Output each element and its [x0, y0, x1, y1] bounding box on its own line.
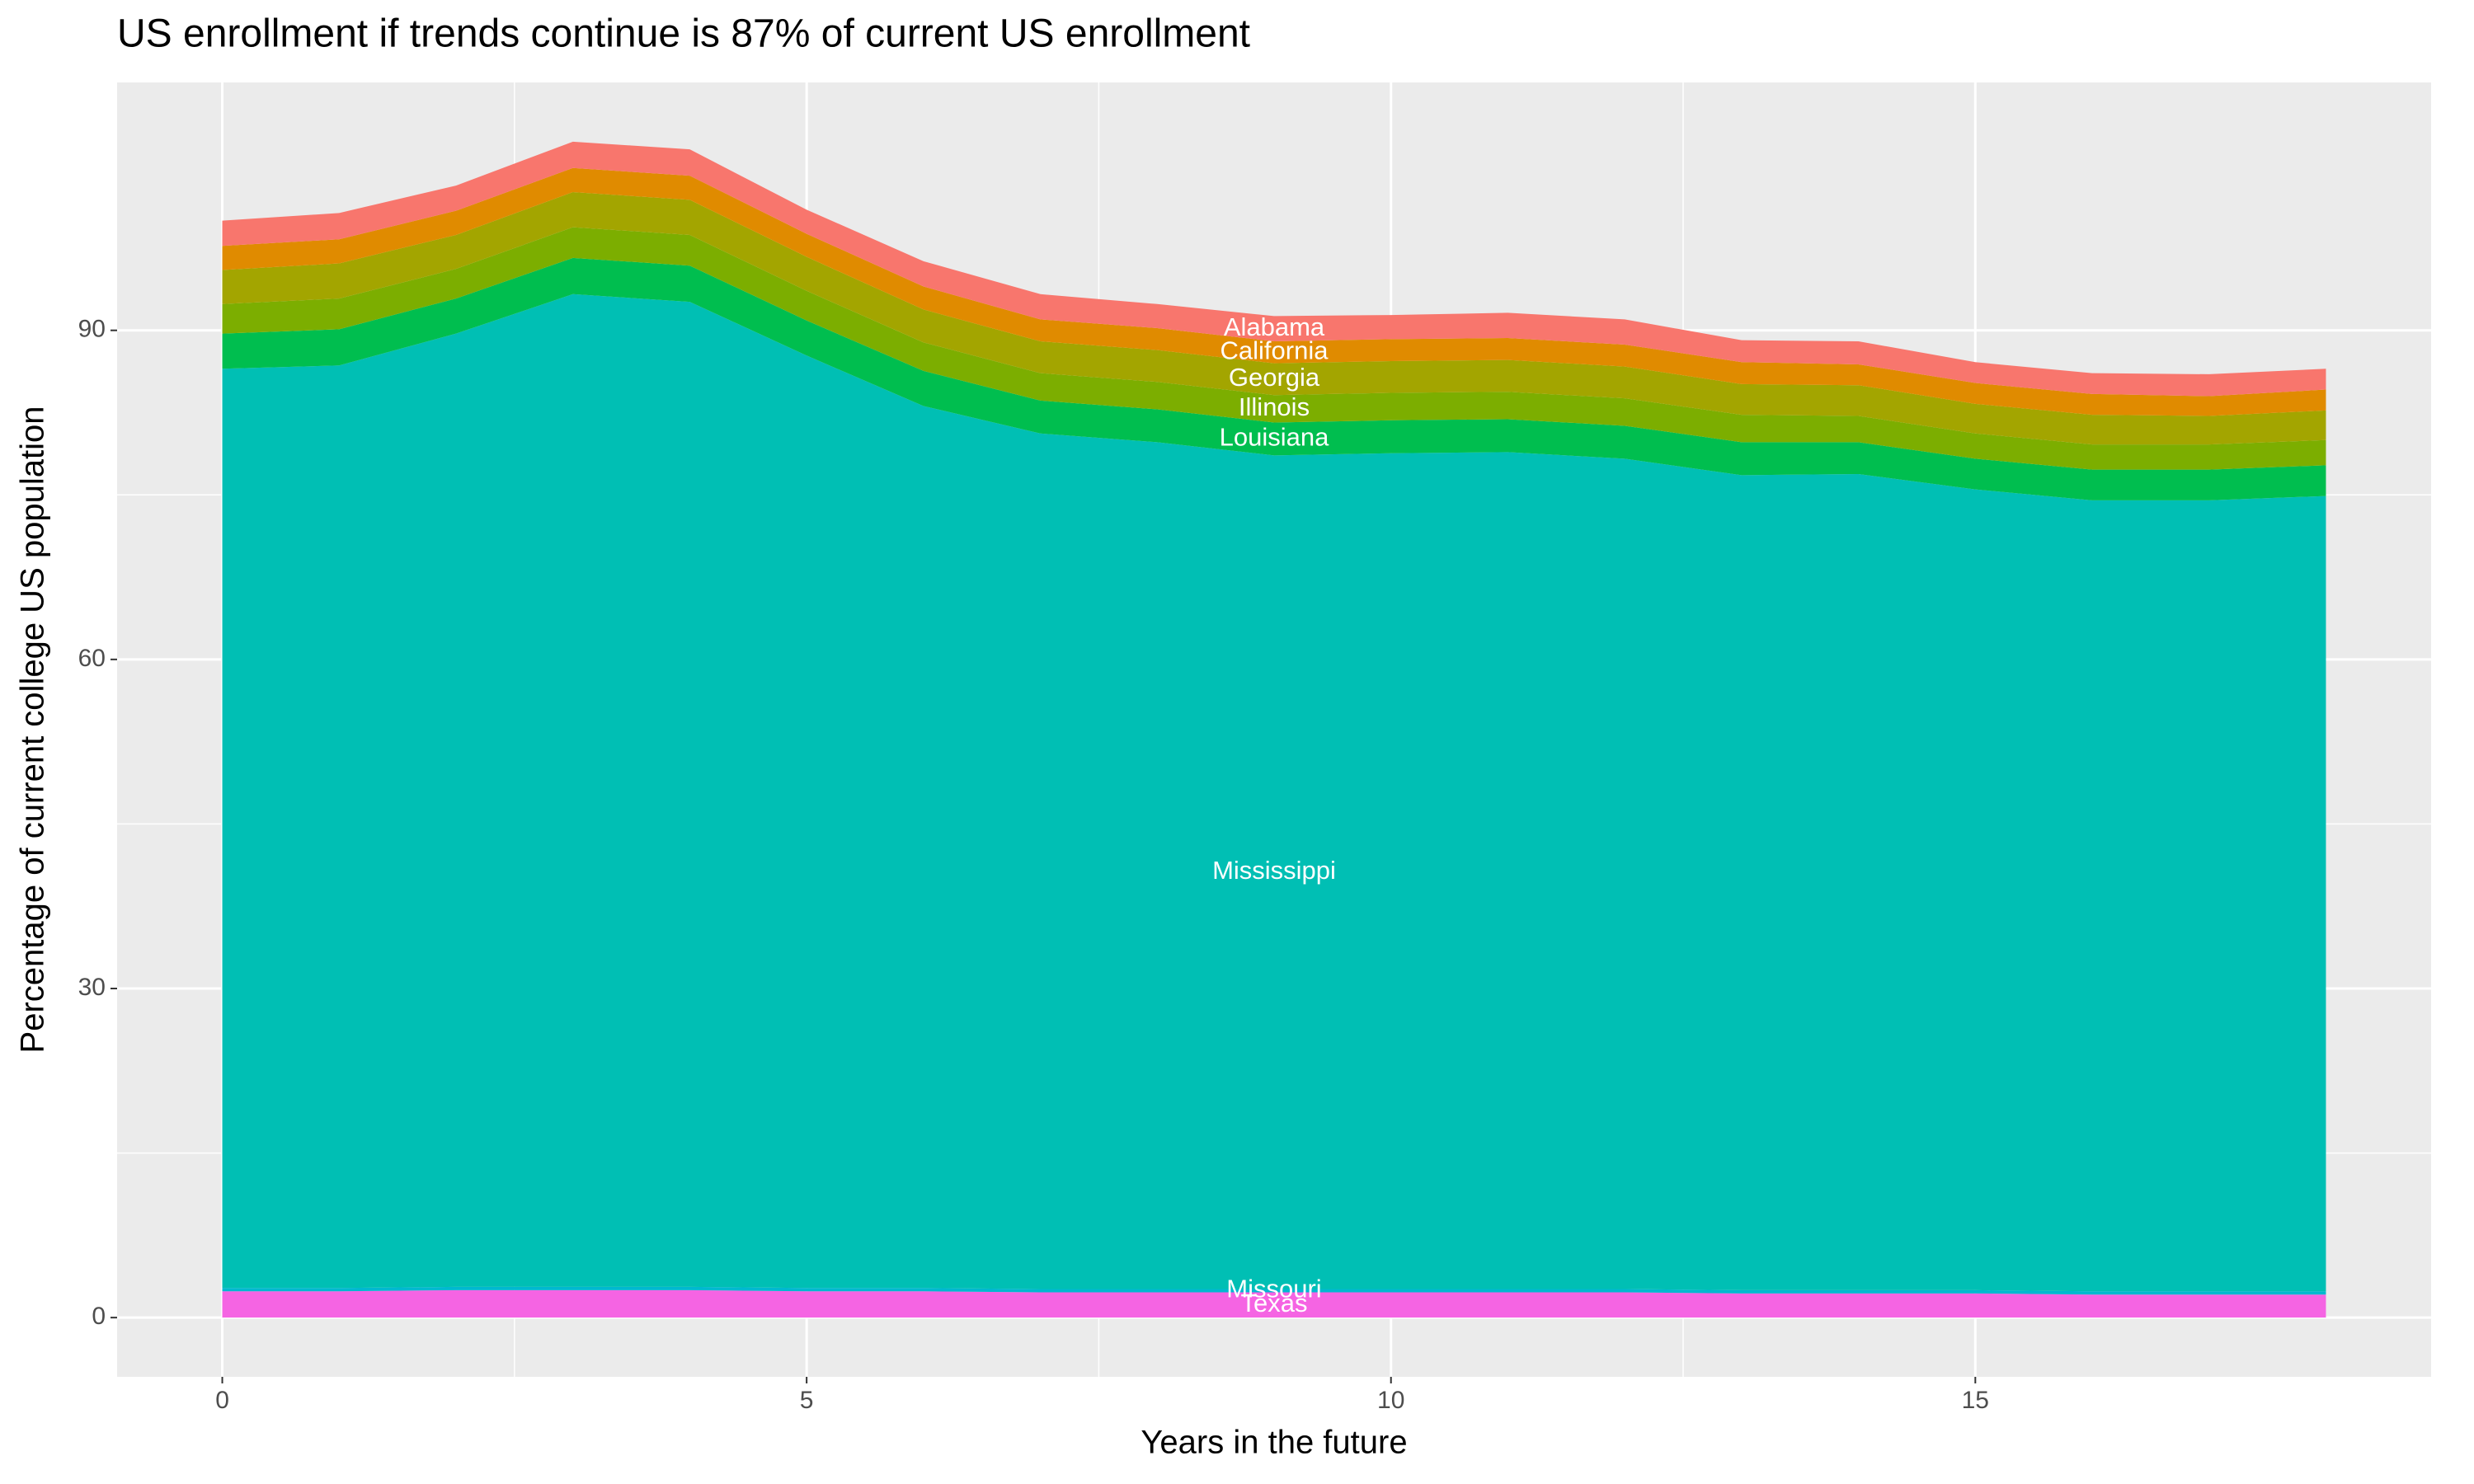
x-tick-label: 0: [215, 1387, 229, 1414]
y-axis-title: Percentage of current college US populat…: [15, 406, 51, 1054]
x-tick-label: 5: [800, 1387, 814, 1414]
area: [222, 257, 2326, 500]
area: [222, 294, 2326, 1292]
area: [222, 227, 2326, 470]
area-label: Texas: [1241, 1289, 1308, 1317]
y-tick-label: 30: [78, 974, 106, 1001]
x-tick-label: 10: [1377, 1387, 1404, 1414]
area: [222, 192, 2326, 445]
chart-title: US enrollment if trends continue is 87% …: [117, 12, 1250, 56]
y-tick-label: 0: [92, 1303, 106, 1330]
area-label: Missouri: [1226, 1275, 1321, 1303]
area: [222, 1286, 2326, 1295]
area-label: Illinois: [1239, 392, 1310, 421]
y-tick-label: 90: [78, 316, 106, 343]
area: [222, 1289, 2326, 1318]
area-label: Georgia: [1229, 363, 1320, 392]
area-label: Louisiana: [1220, 423, 1329, 452]
area-label: Alabama: [1224, 312, 1325, 341]
x-tick-label: 15: [1962, 1387, 1989, 1414]
area-label: Mississippi: [1212, 856, 1336, 885]
y-tick-label: 60: [78, 645, 106, 672]
x-axis-title: Years in the future: [1141, 1425, 1407, 1461]
area-label: California: [1221, 336, 1329, 364]
